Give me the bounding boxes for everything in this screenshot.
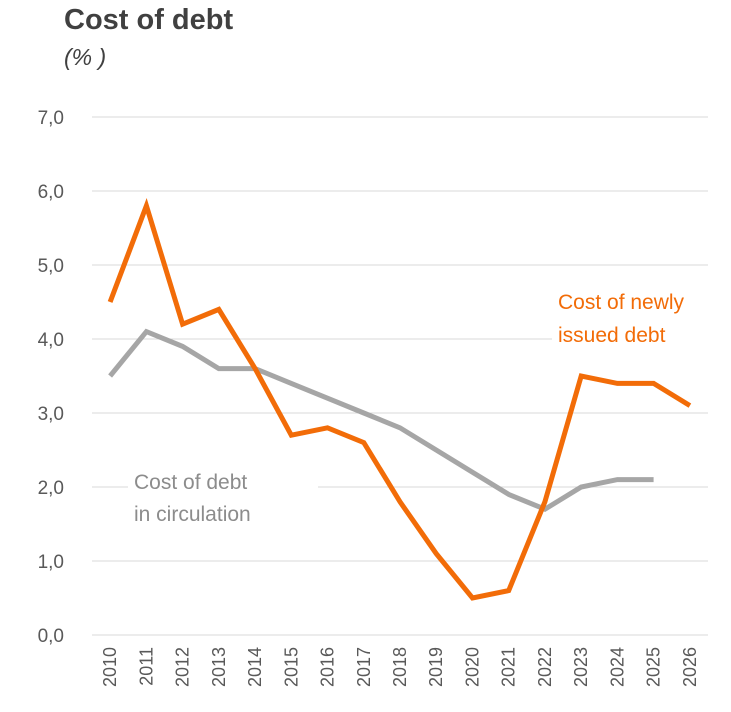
x-tick-label: 2025 bbox=[644, 647, 664, 687]
y-tick-label: 5,0 bbox=[38, 256, 64, 277]
chart-title: Cost of debt bbox=[64, 4, 234, 36]
y-tick-label: 6,0 bbox=[38, 182, 64, 203]
y-tick-label: 7,0 bbox=[38, 108, 64, 129]
x-tick-label: 2017 bbox=[354, 647, 374, 687]
grid-lines bbox=[92, 116, 708, 636]
annotation-gray-bg bbox=[128, 470, 318, 526]
annotations: Cost of debt in circulation Cost of newl… bbox=[128, 288, 717, 526]
y-tick-label: 3,0 bbox=[38, 404, 64, 425]
chart-subtitle: (% ) bbox=[64, 44, 107, 70]
x-tick-label: 2015 bbox=[281, 647, 301, 687]
y-tick-label: 2,0 bbox=[38, 478, 64, 499]
y-tick-label: 4,0 bbox=[38, 330, 64, 351]
annotation-orange-line2: issued debt bbox=[558, 324, 666, 347]
x-tick-label: 2011 bbox=[136, 647, 156, 686]
x-tick-label: 2020 bbox=[462, 647, 482, 687]
x-tick-label: 2016 bbox=[318, 647, 338, 687]
x-axis-ticks: 2010 2011 2012 2013 2014 2015 2016 2017 2018 2019… bbox=[100, 647, 700, 687]
y-tick-label: 0,0 bbox=[38, 626, 64, 647]
x-tick-label: 2022 bbox=[535, 647, 555, 687]
x-tick-label: 2026 bbox=[680, 647, 700, 687]
x-tick-label: 2018 bbox=[390, 647, 410, 687]
series-lines bbox=[107, 198, 692, 601]
annotation-gray-line1: Cost of debt bbox=[134, 471, 247, 494]
series-line-gray bbox=[108, 328, 654, 512]
y-tick-label: 1,0 bbox=[38, 552, 64, 573]
x-tick-label: 2023 bbox=[571, 647, 591, 687]
x-tick-label: 2012 bbox=[173, 647, 193, 687]
x-tick-label: 2024 bbox=[607, 647, 627, 687]
x-tick-label: 2014 bbox=[245, 647, 265, 687]
series-line-orange bbox=[107, 198, 692, 601]
annotation-gray-line2: in circulation bbox=[134, 503, 251, 526]
y-axis-ticks: 0,0 1,0 2,0 3,0 4,0 5,0 6,0 7,0 bbox=[38, 108, 64, 647]
annotation-orange-line1: Cost of newly bbox=[558, 291, 685, 314]
x-tick-label: 2013 bbox=[209, 647, 229, 687]
x-tick-label: 2010 bbox=[100, 647, 120, 687]
annotation-orange-bg bbox=[552, 288, 717, 348]
x-tick-label: 2021 bbox=[499, 647, 519, 687]
x-tick-label: 2019 bbox=[426, 647, 446, 687]
